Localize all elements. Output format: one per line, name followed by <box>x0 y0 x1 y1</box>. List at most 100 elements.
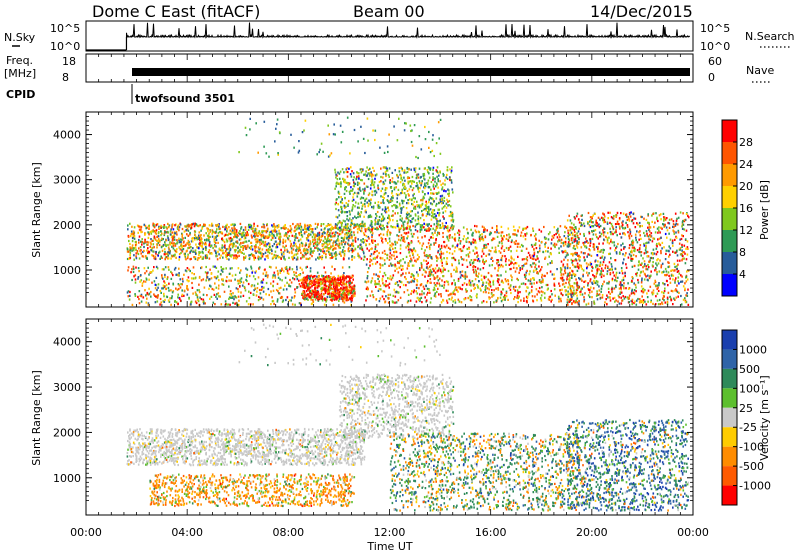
echo-cell <box>177 293 179 296</box>
echo-cell <box>176 239 178 242</box>
echo-cell <box>344 178 346 182</box>
echo-cell <box>405 171 407 174</box>
echo-cell <box>241 251 243 254</box>
echo-cell <box>219 227 221 230</box>
echo-cell <box>232 295 234 298</box>
echo-cell <box>451 257 453 260</box>
echo-cell <box>271 296 273 299</box>
echo-cell <box>344 297 347 300</box>
echo-cell <box>401 169 404 172</box>
echo-cell <box>202 293 205 296</box>
echo-cell <box>254 227 257 230</box>
echo-cell <box>386 167 388 170</box>
echo-cell <box>405 217 408 220</box>
echo-cell <box>446 177 449 180</box>
echo-cell <box>434 229 436 232</box>
echo-cell <box>338 282 340 285</box>
echo-cell <box>428 229 430 232</box>
echo-cell <box>195 293 197 296</box>
echo-cell <box>541 276 543 279</box>
echo-cell <box>284 258 286 261</box>
echo-cell <box>369 167 371 170</box>
echo-cell <box>296 278 299 281</box>
echo-cell <box>394 212 396 215</box>
echo-cell <box>276 226 279 229</box>
echo-cell <box>329 280 331 283</box>
echo-cell <box>363 203 366 206</box>
echo-cell <box>386 222 389 225</box>
echo-cell <box>471 262 474 265</box>
echo-cell <box>238 254 240 257</box>
echo-cell <box>503 235 505 238</box>
echo-cell <box>472 268 475 271</box>
echo-cell <box>294 303 296 306</box>
echo-cell <box>342 237 344 240</box>
echo-cell <box>250 224 253 227</box>
echo-cell <box>496 262 498 265</box>
echo-cell <box>414 259 416 262</box>
echo-cell <box>475 270 478 273</box>
echo-cell <box>330 223 332 226</box>
echo-cell <box>438 211 441 215</box>
echo-cell <box>346 211 348 214</box>
echo-cell <box>466 275 468 278</box>
echo-cell <box>512 266 515 269</box>
echo-cell <box>215 266 218 269</box>
echo-cell <box>427 186 430 189</box>
echo-cell <box>517 278 519 282</box>
echo-cell <box>384 238 387 241</box>
echo-cell <box>314 222 317 225</box>
echo-cell <box>349 298 352 301</box>
echo-cell <box>384 188 387 191</box>
echo-cell <box>342 251 345 254</box>
echo-cell <box>500 234 502 237</box>
echo-cell <box>374 201 376 204</box>
echo-cell <box>349 225 352 228</box>
echo-cell <box>349 280 351 283</box>
echo-cell <box>207 234 210 238</box>
echo-cell <box>173 238 176 241</box>
echo-cell <box>301 281 304 284</box>
echo-cell <box>329 294 331 297</box>
echo-cell <box>367 280 370 283</box>
echo-cell <box>339 293 341 296</box>
echo-cell <box>155 229 158 232</box>
echo-cell <box>429 247 431 251</box>
echo-cell <box>229 232 232 236</box>
echo-cell <box>198 236 200 239</box>
echo-cell <box>260 254 263 257</box>
echo-cell <box>551 293 553 296</box>
echo-cell <box>329 257 332 260</box>
echo-cell <box>237 282 240 285</box>
echo-cell <box>278 229 280 232</box>
echo-cell <box>178 253 181 256</box>
echo-cell <box>352 217 354 220</box>
echo-cell <box>230 239 233 242</box>
echo-cell <box>156 288 158 292</box>
echo-cell <box>173 249 176 252</box>
echo-cell <box>446 237 449 240</box>
echo-cell <box>283 227 286 230</box>
echo-cell <box>483 246 485 249</box>
echo-cell <box>324 298 326 302</box>
echo-cell <box>337 190 340 193</box>
echo-cell <box>334 187 336 190</box>
station-title: Dome C East (fitACF) <box>92 2 260 21</box>
echo-cell <box>137 277 139 280</box>
echo-cell <box>432 176 434 179</box>
echo-cell <box>200 298 203 301</box>
echo-cell <box>429 268 432 271</box>
echo-cell <box>441 222 444 225</box>
echo-cell <box>434 271 437 274</box>
echo-cell <box>287 303 289 306</box>
echo-cell <box>394 291 397 294</box>
echo-cell <box>348 167 350 170</box>
echo-cell <box>554 277 556 280</box>
echo-cell <box>508 247 510 250</box>
echo-cell <box>510 260 512 263</box>
echo-cell <box>570 231 573 234</box>
echo-cell <box>310 230 313 233</box>
echo-cell <box>327 243 329 246</box>
echo-cell <box>321 274 323 277</box>
echo-cell <box>204 254 207 257</box>
